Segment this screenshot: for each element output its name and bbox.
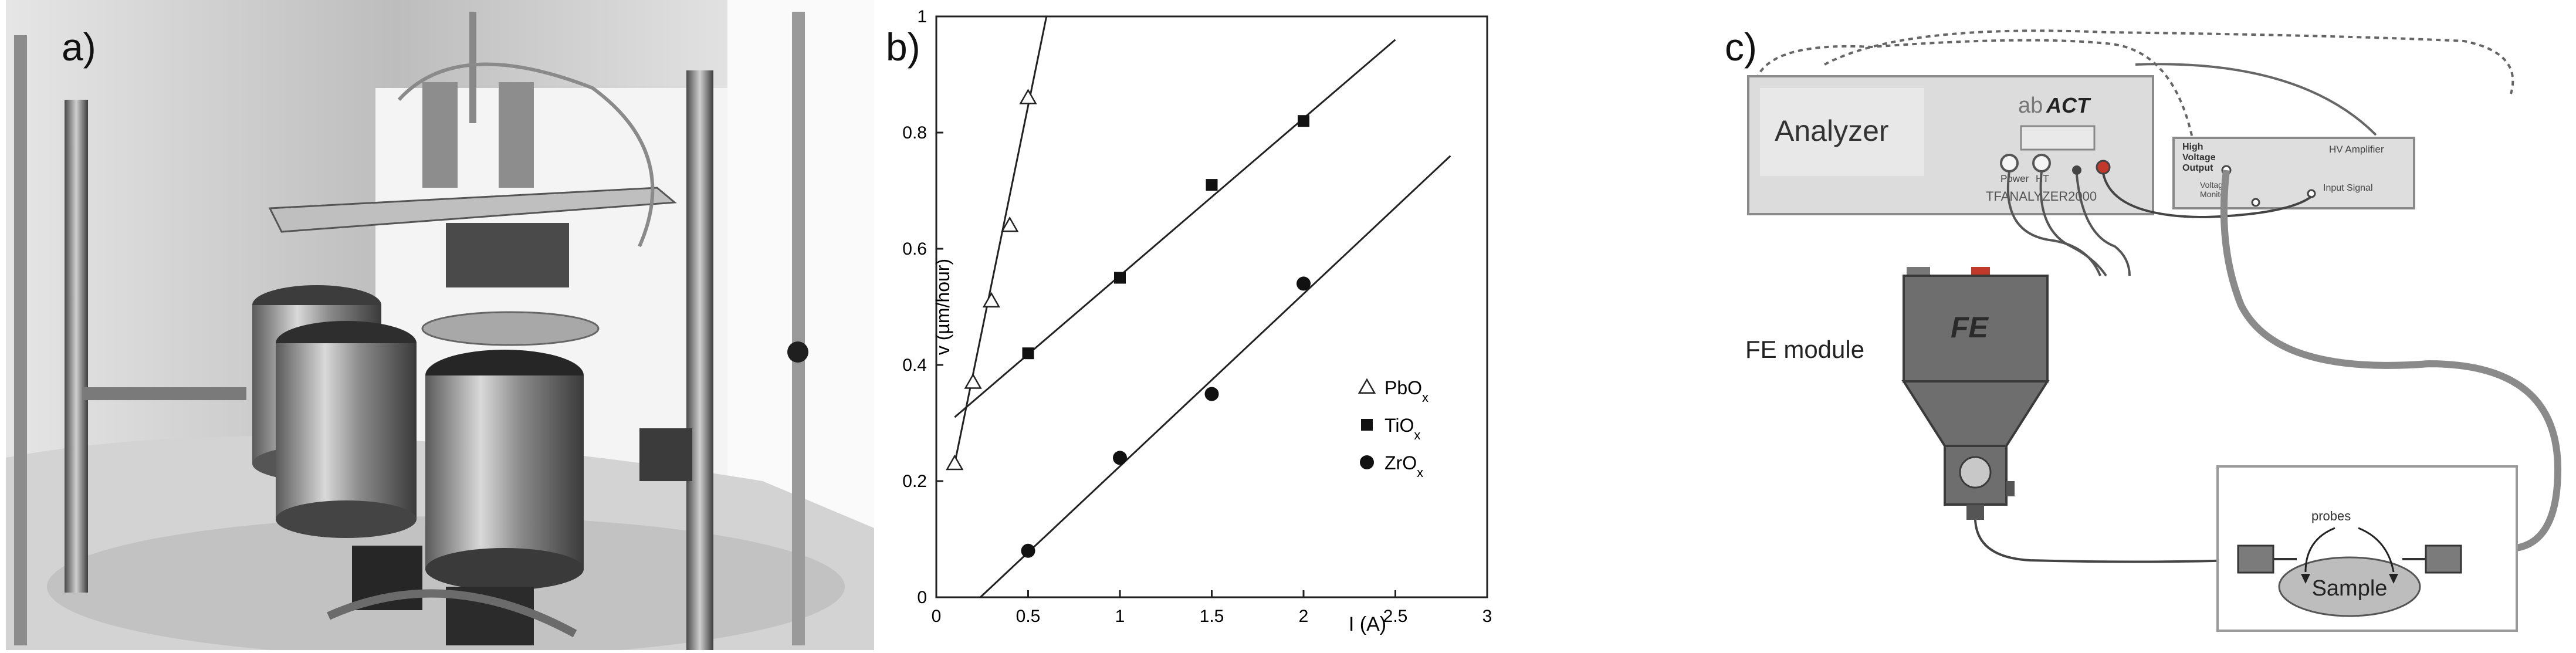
deposition-rate-chart: 0 0.5 1 1.5 2 2.5 3 0 0.2 0.4 0.6 0.8 1 PbOx TiOx ZrOx…: [902, 7, 1492, 635]
chart-axes: 0 0.5 1 1.5 2 2.5 3 0 0.2 0.4 0.6 0.8 1: [902, 7, 1492, 626]
legend-label-zrox: ZrOx: [1385, 452, 1423, 480]
ht-port-label: HT: [2036, 173, 2049, 184]
x-tick-label: 2: [1299, 607, 1309, 626]
power-port-label: Power: [2000, 173, 2029, 184]
legend-marker-tiox: [1361, 419, 1373, 431]
point-pbox: [982, 292, 1001, 308]
hv-output-label: High: [2182, 142, 2203, 152]
point-tiox: [1206, 179, 1218, 191]
y-tick-label: 0.2: [902, 472, 927, 491]
input-signal-label: Input Signal: [2323, 183, 2373, 193]
sample-label: Sample: [2312, 576, 2388, 601]
x-tick-label: 0.5: [1016, 607, 1041, 626]
legend: PbOx TiOx ZrOx: [1358, 377, 1429, 480]
input-signal-port: [2307, 189, 2316, 198]
legend-marker-pbox: [1358, 378, 1376, 394]
fit-line-zrox: [980, 155, 1451, 598]
sample-enclosure: probes Sample: [2216, 465, 2518, 632]
fit-line-tiox: [954, 39, 1396, 418]
point-pbox: [1001, 216, 1019, 232]
x-tick-label: 1.5: [1200, 607, 1224, 626]
panel-b-label: b): [886, 25, 920, 69]
dotted-cable: [1753, 39, 2195, 147]
voltage-monitor-label: Monitor: [2200, 190, 2228, 199]
probe-left: [2237, 544, 2274, 574]
point-pbox: [964, 373, 982, 389]
point-zrox: [1021, 543, 1035, 558]
x-tick-label: 3: [1482, 607, 1492, 626]
y-tick-label: 1: [917, 7, 927, 26]
cable: [2102, 172, 2313, 219]
sample-ellipse: [2278, 556, 2421, 617]
y-tick-label: 0.8: [902, 123, 927, 143]
y-tick-label: 0.4: [902, 356, 927, 375]
voltage-monitor-label: Voltage: [2200, 180, 2228, 190]
panel-c-label: c): [1725, 25, 1757, 69]
point-pbox: [1019, 89, 1037, 104]
analyzer-logo: ACT: [2046, 93, 2091, 117]
point-zrox: [1297, 276, 1311, 291]
fe-viewport: [1959, 456, 1992, 489]
point-zrox: [1113, 451, 1127, 465]
y-tick-label: 0: [917, 588, 927, 607]
fit-line-pbox: [953, 16, 1048, 464]
cable: [2039, 171, 2107, 277]
panel-a-photo: a): [0, 0, 874, 653]
analyzer-logo-prefix: ab: [2018, 93, 2043, 118]
panel-b-chart: b) 0 0.5 1 1.5 2 2.5 3 0 0.2 0.4 0.6 0.8 1 PbOx TiOx Z…: [880, 0, 1725, 650]
analyzer-unit: Analyzer ab ACT TFANALYZER2000 Power HT: [1747, 75, 2154, 215]
fe-module-label: FE module: [1745, 336, 1864, 363]
legend-label-pbox: PbOx: [1385, 377, 1429, 405]
data-points: [946, 89, 1311, 558]
signal-port: [2096, 160, 2111, 175]
cable: [2076, 174, 2131, 276]
legend-marker-zrox: [1360, 455, 1374, 469]
equipment-photo: [6, 0, 874, 653]
fe-badge: FE: [1951, 311, 1989, 344]
cable: [1974, 519, 2239, 563]
point-tiox: [1114, 272, 1126, 284]
point-pbox: [946, 454, 964, 471]
y-tick-label: 0.6: [902, 239, 927, 259]
hv-output-label: Output: [2182, 163, 2213, 173]
analyzer-label: Analyzer: [1775, 114, 1889, 147]
point-zrox: [1204, 387, 1219, 401]
legend-label-tiox: TiOx: [1385, 415, 1420, 442]
plot-frame: [935, 15, 1488, 598]
hv-output-label: Voltage: [2182, 153, 2216, 163]
hv-cable: [2220, 170, 2562, 552]
panel-c-diagram: c) Analyzer ab ACT TFANALYZER2000 Power …: [1725, 0, 2576, 650]
point-tiox: [1298, 115, 1309, 127]
probe-right: [2425, 544, 2462, 574]
probes-label: probes: [2311, 509, 2351, 523]
y-axis-label: v (µm/hour): [932, 259, 953, 355]
power-port: [2000, 154, 2019, 172]
hv-amplifier-unit: High Voltage Output HV Amplifier Voltage…: [2172, 137, 2415, 209]
x-tick-label: 0: [932, 607, 942, 626]
x-tick-label: 2.5: [1383, 607, 1408, 626]
setup-schematic: Analyzer ab ACT TFANALYZER2000 Power HT …: [1745, 29, 2562, 632]
cable: [2135, 63, 2377, 136]
analyzer-display: [2020, 125, 2096, 151]
fe-module: FE: [1901, 267, 2050, 520]
signal-port: [2072, 165, 2081, 175]
dotted-cable: [1824, 29, 2514, 94]
x-axis-label: I (A): [1349, 613, 1386, 635]
point-tiox: [1022, 347, 1034, 360]
monitor-port: [2251, 198, 2260, 207]
ht-port: [2032, 154, 2051, 172]
panel-a-label: a): [62, 25, 96, 69]
x-tick-label: 1: [1115, 607, 1125, 626]
hv-amplifier-title: HV Amplifier: [2329, 144, 2384, 155]
